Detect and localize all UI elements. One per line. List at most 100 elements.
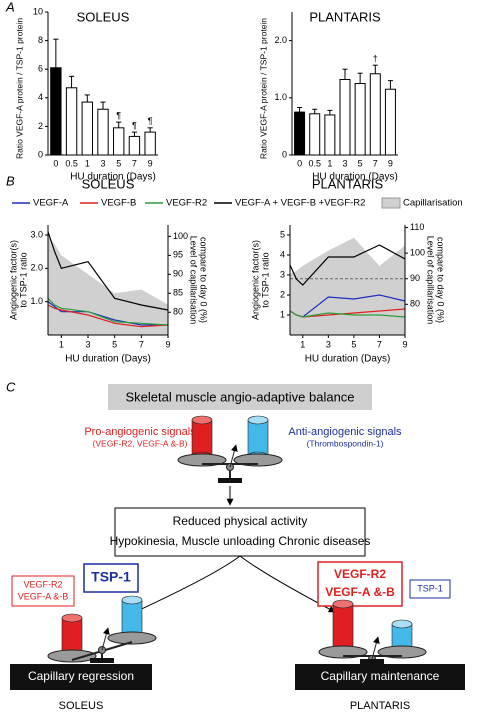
series-line [47,231,169,311]
cylinder [332,603,354,651]
y-tick-label: 4 [38,92,43,102]
y2-tick-label: 85 [173,288,183,298]
anti-box [409,579,451,599]
y-axis-label: Angiogenic factor(s) [8,240,18,320]
x-tick-label: 1 [300,339,305,349]
x-axis-label: HU duration (Days) [70,172,156,183]
y-tick-label: 8 [38,35,43,45]
x-tick-label: 9 [402,339,407,349]
y-axis-label: Ratio VEGF-A protein / TSP-1 protein [258,18,268,159]
pro-box [11,575,75,607]
y-tick-label: 1.0 [30,296,43,306]
cylinder [247,419,269,457]
bar [50,67,62,156]
x-tick-label: 3 [100,158,105,168]
stand-base [218,478,242,483]
capillarisation-area [290,237,405,335]
series-line [47,297,169,326]
stand-base [360,659,384,664]
muscle: PLANTARIS [350,700,410,712]
cylinder [61,617,83,655]
pro-text: VEGF-R2 [334,567,386,581]
x-tick-label: 7 [132,158,137,168]
chart-title: PLANTARIS [312,176,384,191]
anti-text: TSP-1 [91,569,131,585]
x-tick-label: 5 [116,158,121,168]
pro-label: Pro-angiogenic signals [84,426,196,438]
y-tick-label: 10 [33,6,43,16]
cause-box [114,507,366,557]
y-tick-label: 6 [38,64,43,74]
anti-text: TSP-1 [417,583,443,593]
pro-text: VEGF-A &-B [325,585,395,599]
x-tick-label: 0.5 [65,158,78,168]
y2-axis-label: Level of capillarisation [426,236,436,325]
x-axis-label: HU duration (Days) [312,172,398,183]
x-tick-label: 0.5 [308,158,321,168]
cylinder [191,419,213,457]
y-axis-label: to TSP-1 ratio [18,252,28,307]
capillarisation-area [48,236,168,335]
x-axis-label: HU duration (Days) [305,354,391,365]
y-tick-label: 2 [38,121,43,131]
x-tick-label: 1 [85,158,90,168]
outcome: Capillary regression [28,669,134,683]
cause-line: Reduced physical activity [173,514,308,528]
bar [113,127,125,156]
annotation: ¶ [116,110,121,120]
series-line [289,310,406,318]
chart-title: SOLEUS [77,9,130,24]
annotation: † [373,54,378,64]
x-tick-label: 0 [53,158,58,168]
chart-title: PLANTARIS [309,9,381,24]
annotation: ¶ [132,120,137,130]
panel-label: C [6,379,16,394]
anti-detail: (Thrombospondin-1) [306,438,383,448]
legend-label: VEGF-B [101,198,136,209]
y2-axis-label: Level of capillarisation [189,236,199,325]
outcome: Capillary maintenance [321,669,440,683]
series-line [289,244,406,286]
chart-title: SOLEUS [82,176,135,191]
cylinder-top [191,415,213,425]
y-tick-label: 4 [280,249,285,259]
x-tick-label: 5 [351,339,356,349]
bar [354,83,366,156]
y2-tick-label: 80 [173,307,183,317]
legend-label: VEGF-A [33,198,69,209]
y2-tick-label: 90 [410,273,420,283]
legend-swatch [381,197,401,209]
pointer [101,627,110,651]
legend-label: VEGF-R2 [166,198,207,209]
y-tick-label: 2.0 [30,263,43,273]
y-tick-label: 5 [280,229,285,239]
pointer [229,444,238,468]
pro-box [317,561,403,607]
x-tick-label: 5 [112,339,117,349]
x-tick-label: 3 [85,339,90,349]
bar [339,78,351,156]
cylinder-top [391,619,413,629]
plate [47,649,97,663]
legend-label: VEGF-A + VEGF-B +VEGF-R2 [235,198,365,209]
pro-text: VEGF-R2 [23,579,62,589]
cylinder-top [121,595,143,605]
y2-tick-label: 90 [173,269,183,279]
y-tick-label: 1 [280,309,285,319]
y2-tick-label: 100 [410,248,425,258]
arrow [134,555,241,613]
x-tick-label: 3 [342,158,347,168]
bar [324,114,336,156]
y-tick-label: 2 [280,289,285,299]
cylinder [121,599,143,637]
cylinder-top [247,415,269,425]
legend-label: Capillarisation [403,198,463,209]
pointer [371,636,380,660]
cause-line: Hypokinesia, Muscle unloading Chronic di… [110,534,371,548]
y-axis-label: to TSP-1 ratio [260,252,270,307]
y2-tick-label: 95 [173,250,183,260]
bar [384,88,396,156]
bar [294,111,306,156]
x-tick-label: 3 [326,339,331,349]
